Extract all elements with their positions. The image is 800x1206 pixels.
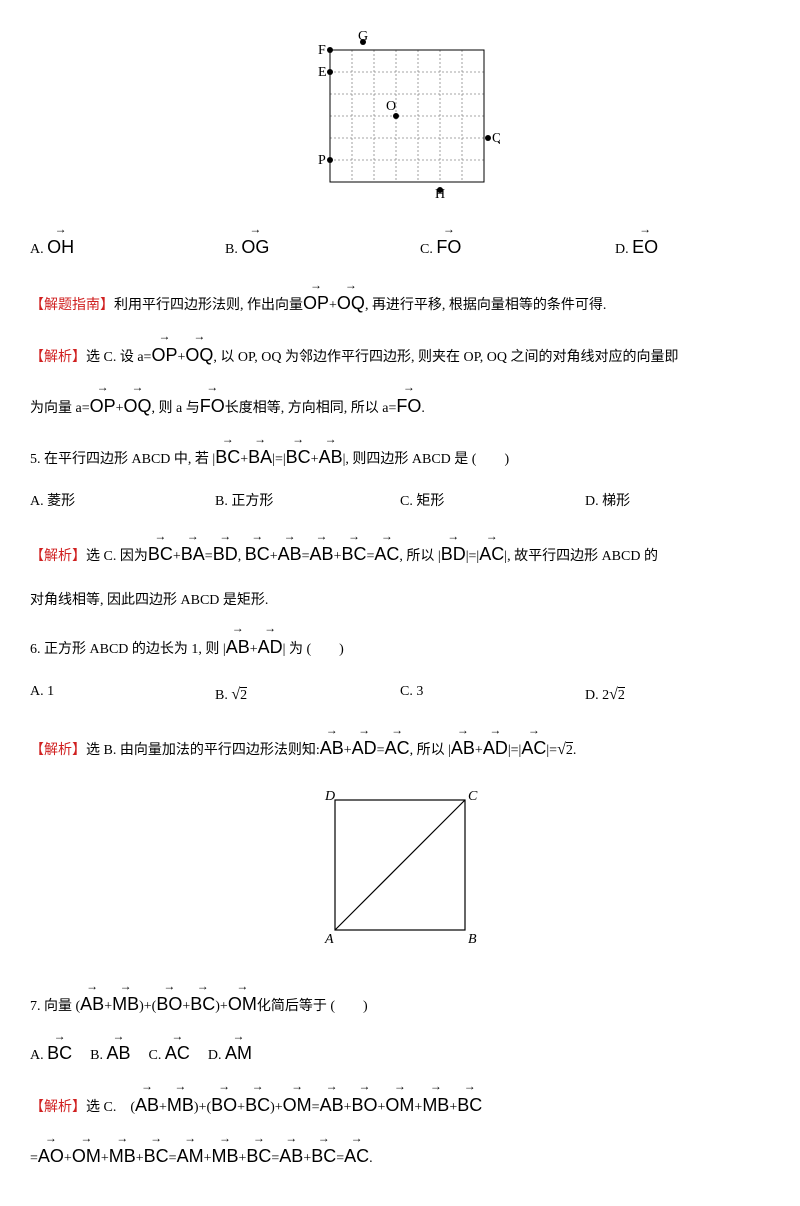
fig1-F: F [318,43,326,58]
fig2-A: A [324,932,334,947]
q6-analysis: 【解析】选 B. 由向量加法的平行四边形法则知:AB+AD=AC, 所以 |AB… [30,727,770,770]
q4-opt-d: D. EO [615,228,770,268]
q4-opt-b: B. OG [225,228,380,268]
q7-opt-b: B. AB [90,1034,130,1074]
q7-stem: 7. 向量 (AB+MB)+(BO+BC)+OM化简后等于 ( ) [30,983,770,1026]
q4-guide: 【解题指南】利用平行四边形法则, 作出向量OP+OQ, 再进行平移, 根据向量相… [30,282,770,325]
q4-analysis-2: 为向量 a=OP+OQ, 则 a 与FO长度相等, 方向相同, 所以 a=FO. [30,385,770,428]
analysis-label: 【解析】 [30,350,86,365]
fig1-H: H [435,187,445,200]
square-figure: D C A B [30,785,770,968]
q6-opt-b: B. 2 [215,677,400,712]
fig1-P: P [318,153,326,168]
q5-stem: 5. 在平行四边形 ABCD 中, 若 |BC+BA|=|BC+AB|, 则四边… [30,436,770,479]
q6-opt-c: C. 3 [400,677,585,712]
q4-analysis: 【解析】选 C. 设 a=OP+OQ, 以 OP, OQ 为邻边作平行四边形, … [30,334,770,377]
q5-opt-d: D. 梯形 [585,487,770,518]
q4-opt-a: A. OH [30,228,185,268]
q4-options: A. OH B. OG C. FO D. EO [30,228,770,268]
q5-opt-b: B. 正方形 [215,487,400,518]
fig2-C: C [468,789,478,804]
grid-figure: F G E O Q P H [30,30,770,213]
analysis-label: 【解析】 [30,743,86,758]
q6-stem: 6. 正方形 ABCD 的边长为 1, 则 |AB+AD| 为 ( ) [30,626,770,669]
fig1-O: O [386,99,396,114]
analysis-label: 【解析】 [30,1100,86,1115]
q7-analysis: 【解析】选 C. (AB+MB)+(BO+BC)+OM=AB+BO+OM+MB+… [30,1084,770,1127]
guide-label: 【解题指南】 [30,298,114,313]
q6-options: A. 1 B. 2 C. 3 D. 22 [30,677,770,712]
q5-opt-a: A. 菱形 [30,487,215,518]
q7-analysis-2: =AO+OM+MB+BC=AM+MB+BC=AB+BC=AC. [30,1135,770,1178]
q5-opt-c: C. 矩形 [400,487,585,518]
q5-options: A. 菱形 B. 正方形 C. 矩形 D. 梯形 [30,487,770,518]
fig1-G: G [358,30,368,44]
q7-opt-a: A. BC [30,1034,72,1074]
fig2-D: D [324,789,335,804]
analysis-label: 【解析】 [30,549,86,564]
q7-opt-d: D. AM [208,1034,252,1074]
fig1-E: E [318,65,327,80]
fig1-Q: Q [492,131,500,146]
q5-analysis-2: 对角线相等, 因此四边形 ABCD 是矩形. [30,584,770,618]
q6-opt-d: D. 22 [585,677,770,712]
q7-opt-c: C. AC [149,1034,190,1074]
q7-options: A. BC B. AB C. AC D. AM [30,1034,770,1074]
fig2-B: B [468,932,477,947]
q4-opt-c: C. FO [420,228,575,268]
q6-opt-a: A. 1 [30,677,215,712]
q5-analysis: 【解析】选 C. 因为BC+BA=BD, BC+AB=AB+BC=AC, 所以 … [30,533,770,576]
